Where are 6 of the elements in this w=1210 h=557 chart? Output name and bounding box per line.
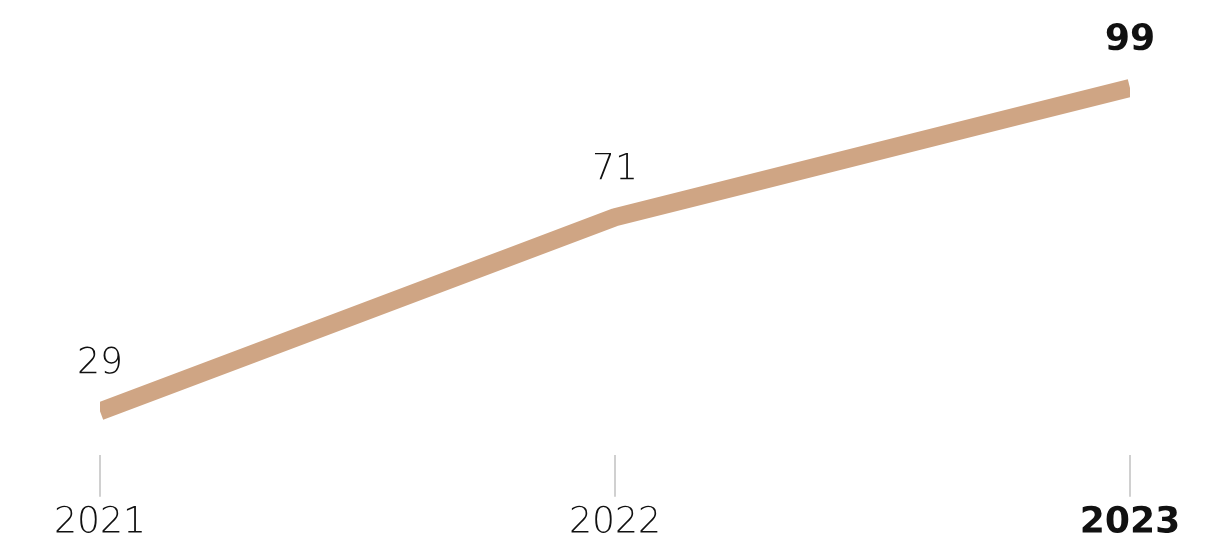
data-label: 29 [79, 346, 120, 374]
data-label: 71 [594, 152, 634, 180]
x-tick-label: 2023 [1082, 505, 1178, 533]
x-tick-label: 2022 [571, 505, 658, 533]
x-tick-label: 2021 [56, 505, 142, 533]
data-label: 99 [1106, 23, 1153, 51]
